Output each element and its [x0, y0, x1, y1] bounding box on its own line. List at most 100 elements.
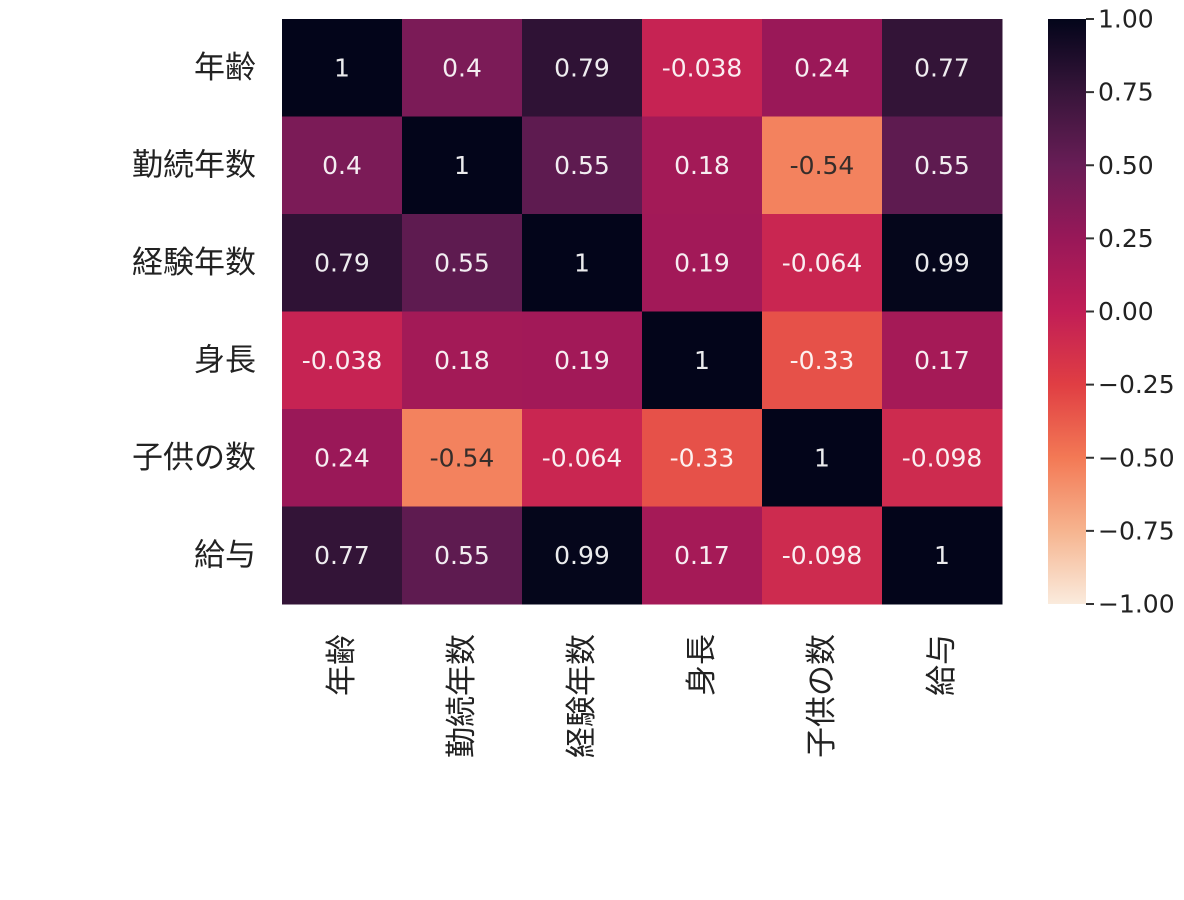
heatmap-cell-label-r1-c5: 0.55 — [914, 151, 970, 180]
heatmap-cell-label-r3-c4: -0.33 — [790, 346, 855, 375]
heatmap-cell-r3-c3 — [642, 311, 763, 410]
heatmap-cell-r3-c1 — [402, 311, 523, 410]
heatmap-cell-label-r3-c0: -0.038 — [302, 346, 383, 375]
heatmap-cell-label-r2-c0: 0.79 — [314, 248, 370, 277]
heatmap-cell-label-r0-c2: 0.79 — [554, 53, 610, 82]
y-tick-label-0: 年齢 — [194, 50, 256, 86]
colorbar-tick-label-0: 1.00 — [1098, 5, 1154, 34]
heatmap-cell-label-r2-c2: 1 — [574, 248, 590, 277]
heatmap-cell-r0-c2 — [522, 19, 643, 117]
x-axis-tick-labels: 年齢 勤続年数 経験年数 身長 子供の数 給与 — [324, 634, 960, 758]
heatmap-cell-r1-c3 — [642, 116, 763, 215]
heatmap-cell-r5-c0 — [282, 506, 403, 605]
heatmap-cell-r1-c5 — [882, 116, 1003, 215]
heatmap-cell-label-r0-c4: 0.24 — [794, 53, 850, 82]
heatmap-cell-r4-c1 — [402, 409, 523, 507]
heatmap-cell-r3-c0 — [282, 311, 403, 410]
colorbar-gradient — [1048, 19, 1086, 604]
heatmap-cell-label-r3-c1: 0.18 — [434, 346, 490, 375]
heatmap-cell-label-r1-c0: 0.4 — [322, 151, 362, 180]
colorbar-tick-label-6: −0.50 — [1098, 443, 1175, 472]
heatmap-cell-label-r0-c3: -0.038 — [662, 53, 743, 82]
heatmap-cell-label-r4-c1: -0.54 — [430, 443, 495, 472]
x-tick-label-5: 給与 — [924, 634, 960, 696]
heatmap-cell-label-r5-c2: 0.99 — [554, 541, 610, 570]
heatmap-cell-r5-c1 — [402, 506, 523, 605]
heatmap-cell-r4-c3 — [642, 409, 763, 507]
heatmap-cell-label-r5-c1: 0.55 — [434, 541, 490, 570]
heatmap-cell-label-r3-c2: 0.19 — [554, 346, 610, 375]
x-tick-label-3: 身長 — [684, 634, 720, 696]
colorbar-tick-label-2: 0.50 — [1098, 151, 1154, 180]
heatmap-cell-r2-c4 — [762, 214, 883, 312]
heatmap-cell-r5-c3 — [642, 506, 763, 605]
x-tick-label-2: 経験年数 — [564, 634, 600, 758]
heatmap-cell-r4-c2 — [522, 409, 643, 507]
heatmap-cell-label-r4-c4: 1 — [814, 443, 830, 472]
heatmap-cell-label-r1-c2: 0.55 — [554, 151, 610, 180]
heatmap-cell-label-r5-c3: 0.17 — [674, 541, 730, 570]
heatmap-cell-r3-c5 — [882, 311, 1003, 410]
y-tick-label-1: 勤続年数 — [132, 147, 256, 183]
colorbar: 1.00 0.75 0.50 0.25 0.00 −0.25 −0.50 −0.75 −1.00 — [1048, 5, 1175, 619]
x-tick-label-0: 年齢 — [324, 634, 360, 696]
heatmap-cell-label-r3-c3: 1 — [694, 346, 710, 375]
heatmap-cell-r0-c4 — [762, 19, 883, 117]
heatmap-cell-r1-c1 — [402, 116, 523, 215]
heatmap-cell-r1-c4 — [762, 116, 883, 215]
heatmap-cell-r2-c3 — [642, 214, 763, 312]
colorbar-tick-label-5: −0.25 — [1098, 370, 1175, 399]
heatmap-cell-r2-c0 — [282, 214, 403, 312]
heatmap-cell-label-r1-c4: -0.54 — [790, 151, 855, 180]
heatmap-cell-r0-c1 — [402, 19, 523, 117]
heatmap-cell-r0-c0 — [282, 19, 403, 117]
heatmap-cell-r0-c3 — [642, 19, 763, 117]
heatmap-cell-label-r5-c0: 0.77 — [314, 541, 370, 570]
colorbar-tick-label-3: 0.25 — [1098, 224, 1154, 253]
heatmap-cell-r1-c2 — [522, 116, 643, 215]
heatmap-cell-label-r0-c5: 0.77 — [914, 53, 970, 82]
heatmap-cell-r3-c2 — [522, 311, 643, 410]
heatmap-cell-label-r2-c4: -0.064 — [782, 248, 863, 277]
heatmap-cell-label-r4-c2: -0.064 — [542, 443, 623, 472]
x-tick-label-4: 子供の数 — [804, 634, 840, 758]
heatmap-cell-label-r0-c0: 1 — [334, 53, 350, 82]
y-tick-label-3: 身長 — [194, 342, 256, 378]
heatmap-cell-label-r4-c3: -0.33 — [670, 443, 735, 472]
y-tick-label-4: 子供の数 — [132, 440, 256, 476]
colorbar-tick-label-8: −1.00 — [1098, 590, 1175, 619]
heatmap-cell-r3-c4 — [762, 311, 883, 410]
colorbar-tick-label-4: 0.00 — [1098, 297, 1154, 326]
x-tick-label-1: 勤続年数 — [444, 634, 480, 758]
heatmap-cell-r0-c5 — [882, 19, 1003, 117]
colorbar-tick-label-7: −0.75 — [1098, 516, 1175, 545]
heatmap-cell-labels: 1 0.4 0.79 -0.038 0.24 0.77 0.4 1 0.55 0.18 -0.54 0… — [302, 53, 983, 570]
heatmap-cell-label-r2-c5: 0.99 — [914, 248, 970, 277]
heatmap-cell-r2-c2 — [522, 214, 643, 312]
y-tick-label-2: 経験年数 — [132, 245, 256, 281]
heatmap-cell-label-r4-c5: -0.098 — [902, 443, 983, 472]
heatmap-cell-r2-c5 — [882, 214, 1003, 312]
heatmap-cell-r4-c4 — [762, 409, 883, 507]
heatmap-cell-label-r1-c3: 0.18 — [674, 151, 730, 180]
heatmap-cells — [282, 19, 1003, 605]
heatmap-cell-r4-c5 — [882, 409, 1003, 507]
heatmap-cell-r2-c1 — [402, 214, 523, 312]
heatmap-cell-label-r5-c4: -0.098 — [782, 541, 863, 570]
heatmap-cell-label-r1-c1: 1 — [454, 151, 470, 180]
heatmap-cell-label-r3-c5: 0.17 — [914, 346, 970, 375]
heatmap-cell-r5-c4 — [762, 506, 883, 605]
heatmap-cell-label-r2-c1: 0.55 — [434, 248, 490, 277]
heatmap-cell-label-r0-c1: 0.4 — [442, 53, 482, 82]
y-tick-label-5: 給与 — [194, 537, 256, 573]
heatmap-cell-label-r4-c0: 0.24 — [314, 443, 370, 472]
colorbar-tick-label-1: 0.75 — [1098, 78, 1154, 107]
heatmap-cell-label-r2-c3: 0.19 — [674, 248, 730, 277]
heatmap-cell-r5-c5 — [882, 506, 1003, 605]
heatmap-cell-r4-c0 — [282, 409, 403, 507]
heatmap-cell-r5-c2 — [522, 506, 643, 605]
heatmap-cell-label-r5-c5: 1 — [934, 541, 950, 570]
